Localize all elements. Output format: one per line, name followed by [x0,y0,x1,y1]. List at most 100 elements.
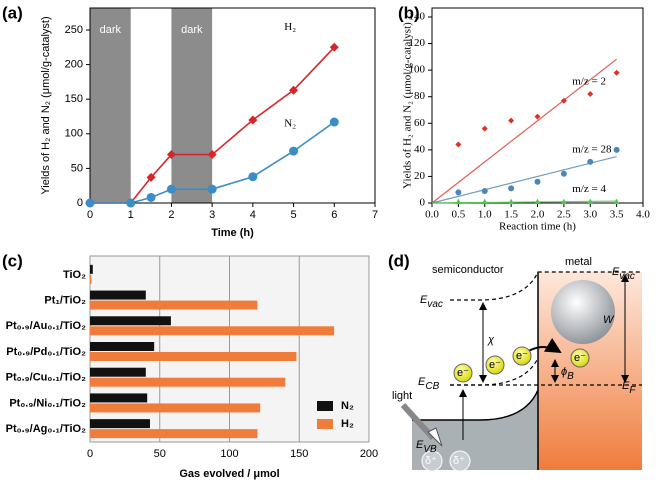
point [455,189,462,196]
point [587,158,594,165]
category-label: Pt₀.₉/Ag₀.₁/TiO₂ [6,423,86,435]
point [613,69,620,76]
nanoparticle [551,280,615,344]
x-tick-label: 5 [291,209,297,221]
hole-label: δ⁺ [453,455,465,467]
point [560,198,567,205]
point [146,192,156,202]
y-tick-label: 140 [409,11,426,23]
y-tick-label: 80 [414,90,426,102]
region-label: dark [100,24,122,36]
point [534,178,541,185]
bar [90,342,155,351]
series-label: m/z = 2 [572,76,606,88]
x-tick-label: 3.0 [583,209,597,221]
evb-label: EVB [416,439,437,455]
x-tick-label: 2.5 [557,209,571,221]
category-label: Pt₀.₉/Pd₀.₁/TiO₂ [6,346,86,358]
electron-label: e⁻ [574,352,586,364]
point [146,172,156,182]
point [613,198,620,205]
evac-label: Evac [420,294,443,310]
point [329,117,339,127]
category-label: TiO₂ [63,269,86,281]
hole-label: δ⁺ [425,455,437,467]
x-tick-label: 7 [372,209,378,221]
point [508,198,515,205]
y-tick-label: 120 [409,37,426,49]
category-label: Pt₁/TiO₂ [44,294,86,306]
electron-label: e⁻ [516,350,528,362]
chart: dark dark 0 1 2 3 4 5 6 7 0 50 100 150 200 250 Time (h) Y… [40,7,378,239]
point [508,117,515,124]
region-label: dark [181,24,203,36]
electron-label: e⁻ [457,367,469,379]
ef-label: EF [622,380,636,396]
point [207,184,217,194]
point [613,146,620,153]
x-tick-label: 1.0 [478,209,492,221]
y-tick-label: 150 [65,93,83,105]
point [248,115,258,125]
x-tick-label: 1.5 [504,209,518,221]
y-tick-label: 100 [409,64,426,76]
bar [90,367,146,377]
electron-label: e⁻ [489,359,501,371]
chart: 0 50 100 150 200 Gas evolved / μmol TiO₂ Pt₁/Ti… [6,255,378,480]
electron [453,363,473,383]
point [560,97,567,104]
x-tick-label: 0.5 [452,209,466,221]
electron [512,346,532,366]
y-tick-label: 0 [77,197,83,209]
x-tick-label: 3 [209,209,215,221]
point [85,198,95,208]
plot-frame [89,7,376,204]
metal-label: metal [565,256,592,268]
barrier-label: ϕB [561,366,574,382]
diagram: e⁻ e⁻ e⁻ e⁻ δ⁺ δ⁺ semiconductor metal Ev… [392,256,642,472]
x-axis-label: Gas evolved / μmol [179,468,279,480]
point [508,185,515,192]
ecb-label: ECB [418,376,440,392]
trend-line [431,200,617,204]
point [481,188,488,195]
dark-region [171,8,213,203]
point [560,170,567,177]
x-tick-label: 3.5 [610,209,624,221]
bar [90,403,261,413]
series-label: H₂ [284,21,296,33]
legend-swatch [317,419,333,429]
x-tick-label: 1 [128,209,134,221]
bar [90,429,258,439]
panel-label: (c) [2,251,23,270]
x-tick-label: 200 [360,448,378,460]
bar [90,393,148,403]
legend-label: N₂ [341,400,354,412]
panel-label: (a) [2,3,23,22]
x-tick-label: 2 [168,209,174,221]
point [166,150,176,160]
point [166,184,176,194]
y-tick-label: 40 [414,143,426,155]
electrons: e⁻ e⁻ e⁻ e⁻ [453,346,590,383]
bar [90,326,335,336]
bar [90,377,286,387]
bar [90,264,93,274]
plot-frame [431,7,644,204]
point [248,172,258,182]
x-tick-label: 2.0 [531,209,545,221]
y-tick-label: 0 [420,197,426,209]
legend-swatch [317,401,333,411]
hole [449,450,471,472]
x-axis-label: Time (h) [211,227,254,239]
light-label: light [392,390,412,402]
bar [90,300,258,310]
category-label: Pt₀.₉/Cu₀.₁/TiO₂ [6,372,86,384]
y-tick-label: 20 [414,170,426,182]
trend-line [431,58,617,204]
electron [485,355,505,375]
x-tick-label: 0.0 [425,209,439,221]
hole [421,450,443,472]
series-label: m/z = 4 [572,183,606,195]
